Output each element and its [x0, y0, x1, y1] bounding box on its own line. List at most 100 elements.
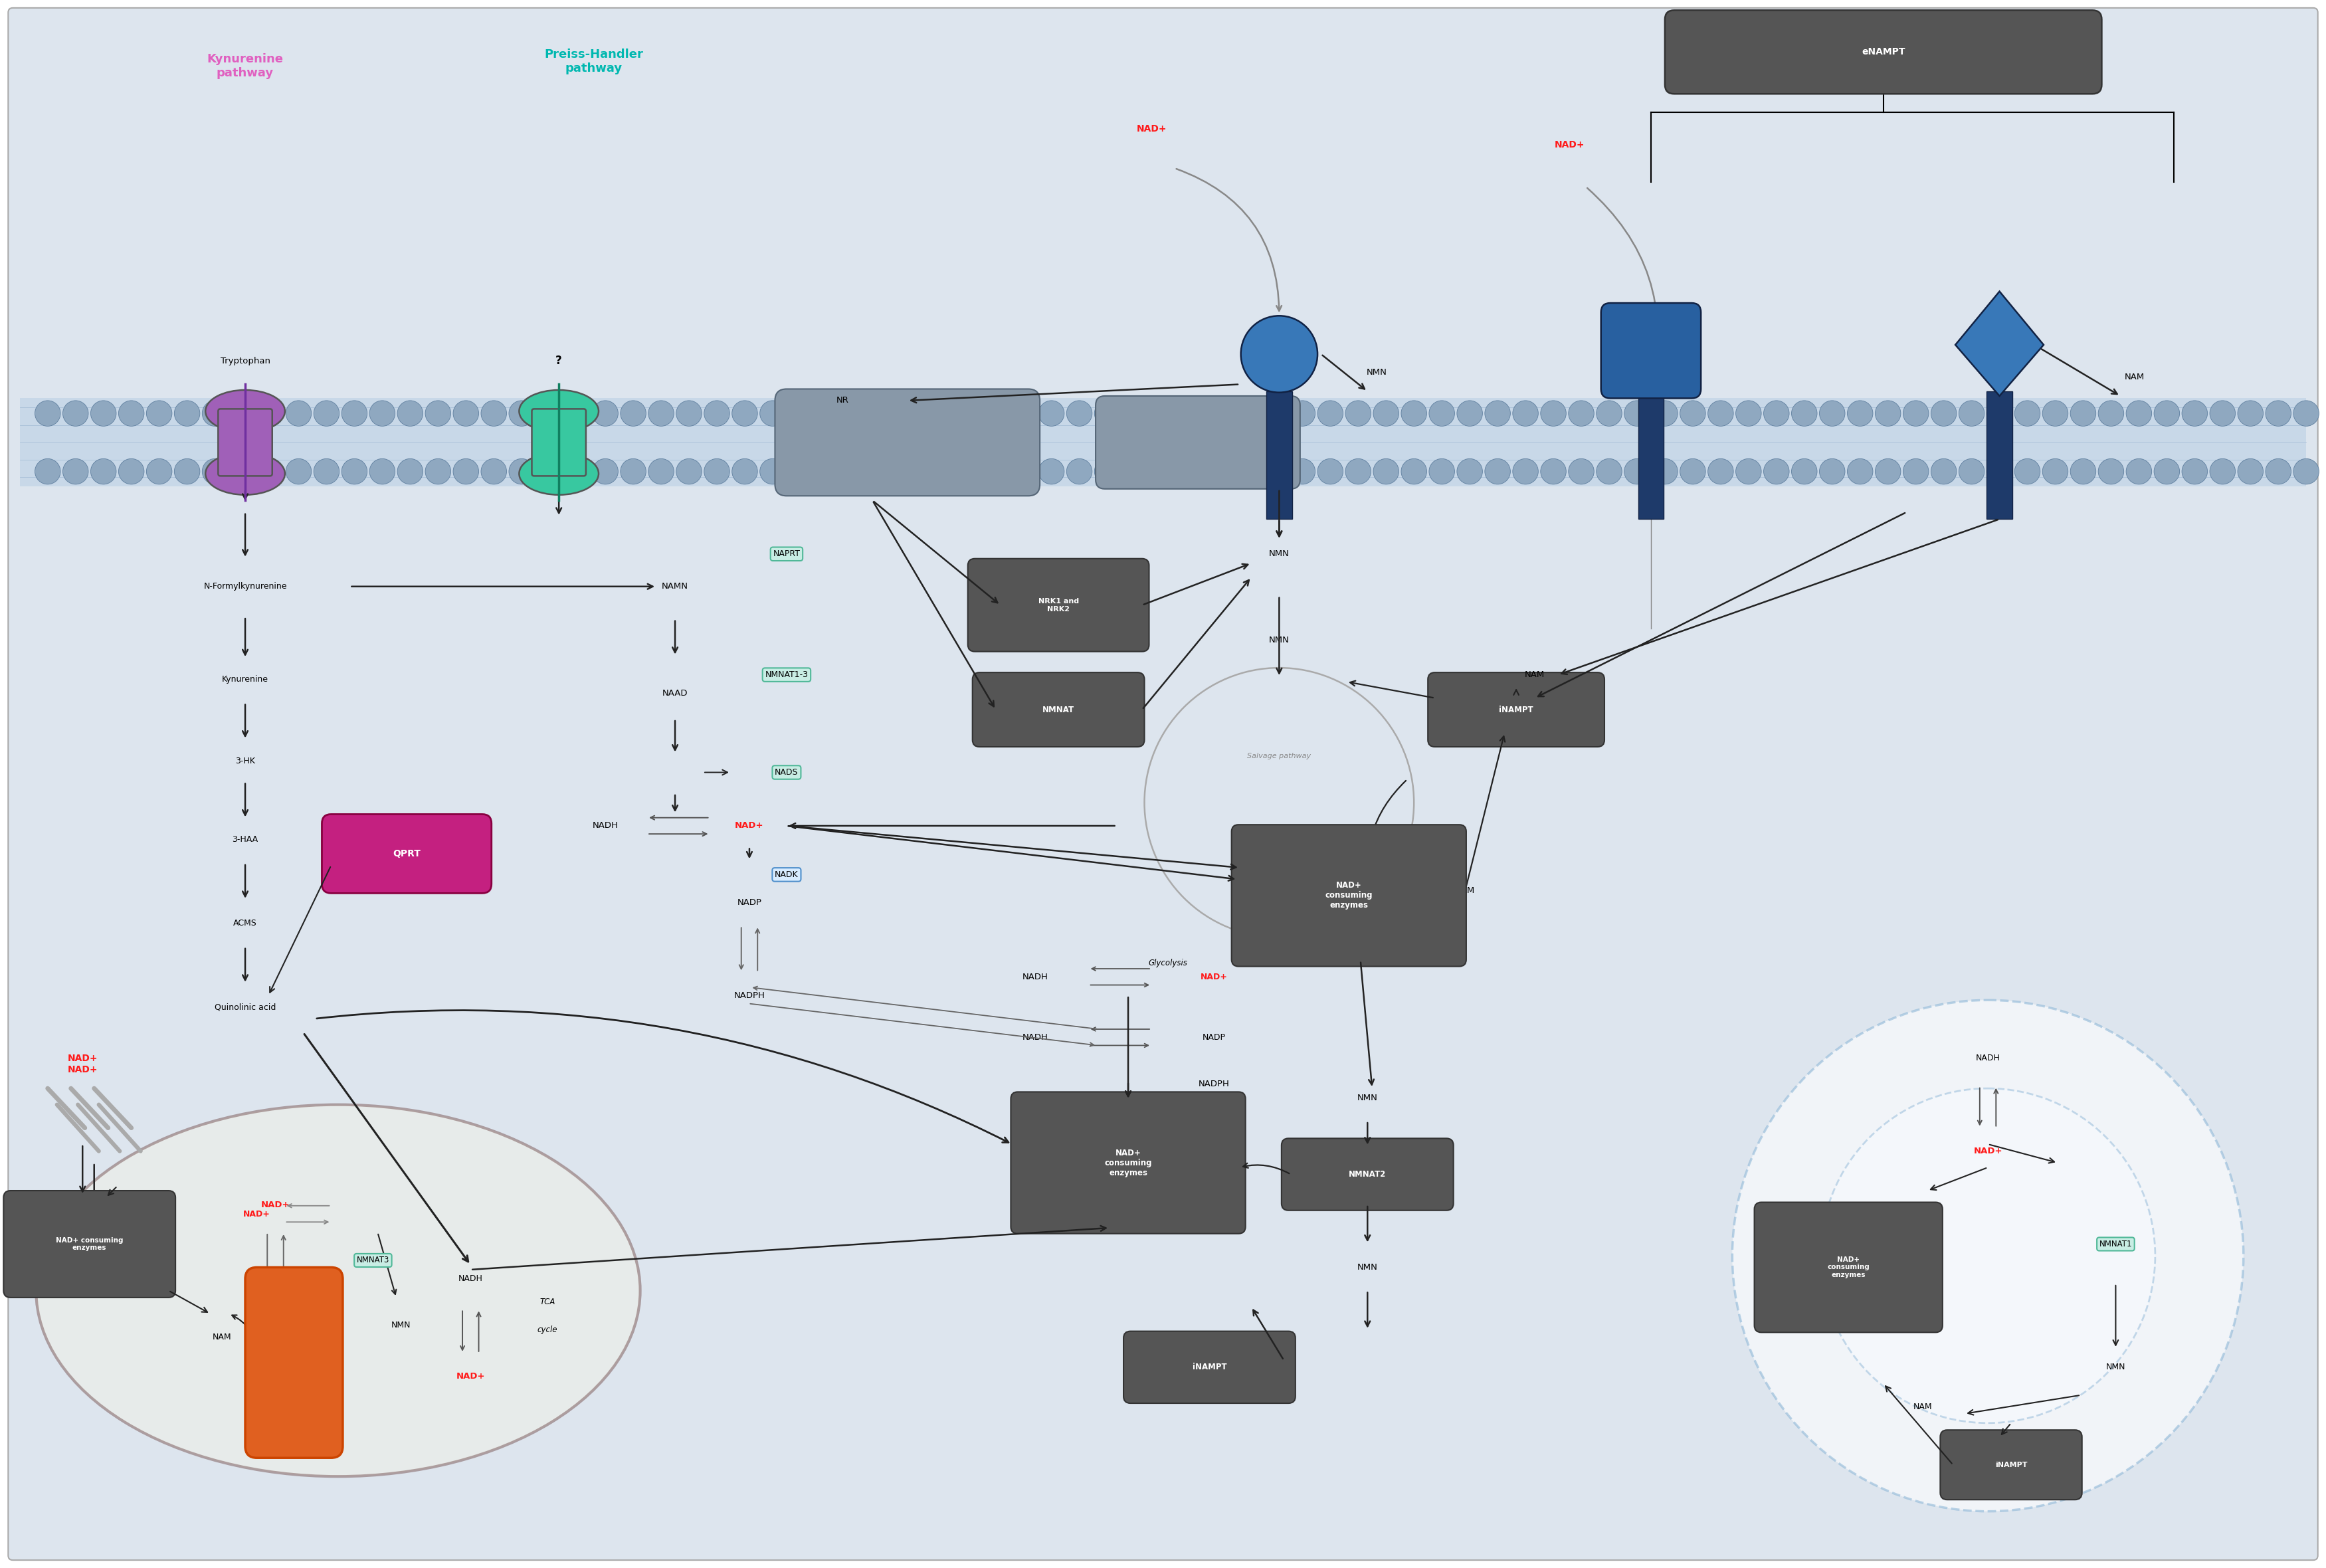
Circle shape	[1651, 400, 1677, 426]
Circle shape	[174, 400, 200, 426]
Text: NMNAT2: NMNAT2	[1349, 1170, 1386, 1179]
Circle shape	[1400, 400, 1426, 426]
Circle shape	[956, 459, 982, 485]
Text: NADH: NADH	[1023, 1033, 1049, 1041]
Text: NADH: NADH	[593, 822, 619, 829]
Circle shape	[91, 400, 116, 426]
Ellipse shape	[205, 453, 284, 495]
Text: QPRT: QPRT	[393, 848, 421, 858]
Circle shape	[1596, 400, 1621, 426]
Circle shape	[1821, 1088, 2156, 1424]
Circle shape	[1847, 400, 1872, 426]
FancyBboxPatch shape	[219, 409, 272, 477]
Circle shape	[900, 459, 926, 485]
Circle shape	[1651, 459, 1677, 485]
Bar	[21, 398, 2305, 486]
Circle shape	[2182, 459, 2207, 485]
FancyBboxPatch shape	[321, 814, 491, 894]
Circle shape	[2266, 400, 2291, 426]
Circle shape	[1931, 459, 1956, 485]
Circle shape	[1568, 459, 1593, 485]
Text: iNAMPT: iNAMPT	[1193, 1363, 1226, 1372]
Circle shape	[63, 459, 88, 485]
Circle shape	[816, 459, 842, 485]
Circle shape	[2070, 400, 2096, 426]
Circle shape	[481, 400, 507, 426]
Text: NAD+: NAD+	[67, 1054, 98, 1063]
Circle shape	[1707, 400, 1733, 426]
Text: ACMS: ACMS	[233, 919, 258, 928]
Circle shape	[872, 459, 898, 485]
Text: NAMN: NAMN	[663, 582, 688, 591]
Circle shape	[426, 400, 451, 426]
Text: NAD+
consuming
enzymes: NAD+ consuming enzymes	[1326, 881, 1372, 909]
Text: NMN: NMN	[1270, 550, 1289, 558]
Circle shape	[1012, 459, 1037, 485]
Circle shape	[1040, 459, 1065, 485]
Circle shape	[147, 459, 172, 485]
Circle shape	[621, 400, 647, 426]
Circle shape	[1456, 459, 1482, 485]
Circle shape	[1123, 459, 1149, 485]
Circle shape	[1151, 459, 1175, 485]
FancyBboxPatch shape	[775, 389, 1040, 495]
Circle shape	[1261, 400, 1286, 426]
Circle shape	[761, 459, 786, 485]
Circle shape	[509, 459, 535, 485]
Circle shape	[454, 459, 479, 485]
Ellipse shape	[519, 453, 598, 495]
Circle shape	[1096, 400, 1121, 426]
Text: ?: ?	[556, 354, 563, 367]
Circle shape	[1400, 459, 1426, 485]
Text: NAM: NAM	[212, 1333, 233, 1341]
Polygon shape	[1956, 292, 2045, 397]
Text: NADP: NADP	[1203, 1033, 1226, 1041]
Circle shape	[481, 459, 507, 485]
Circle shape	[649, 400, 675, 426]
Circle shape	[537, 459, 563, 485]
Text: NMNAT3: NMNAT3	[356, 1256, 388, 1265]
Circle shape	[789, 459, 814, 485]
Circle shape	[705, 400, 730, 426]
Circle shape	[1344, 459, 1370, 485]
Circle shape	[1791, 459, 1817, 485]
Circle shape	[258, 459, 284, 485]
Circle shape	[119, 459, 144, 485]
Circle shape	[1317, 400, 1342, 426]
Circle shape	[1012, 400, 1037, 426]
FancyBboxPatch shape	[1665, 11, 2103, 94]
Text: NAD+: NAD+	[735, 822, 763, 829]
Circle shape	[1763, 400, 1789, 426]
Text: 3-HAA: 3-HAA	[233, 836, 258, 844]
Bar	[1986, 392, 2012, 519]
Text: iNAMPT: iNAMPT	[1996, 1461, 2028, 1468]
Text: NAAD: NAAD	[663, 688, 688, 698]
Text: NAM: NAM	[2124, 373, 2145, 381]
Text: NR: NR	[835, 397, 849, 405]
Circle shape	[35, 400, 60, 426]
Circle shape	[1540, 459, 1565, 485]
Circle shape	[1903, 400, 1928, 426]
Text: NMN: NMN	[1270, 635, 1289, 644]
FancyBboxPatch shape	[1428, 673, 1605, 746]
Text: TCA: TCA	[540, 1298, 556, 1306]
Text: NADH: NADH	[1975, 1054, 2000, 1063]
Ellipse shape	[205, 390, 284, 433]
Circle shape	[2098, 459, 2124, 485]
Circle shape	[2014, 400, 2040, 426]
Circle shape	[370, 400, 395, 426]
Text: NADH: NADH	[458, 1275, 484, 1283]
Bar	[1265, 392, 1291, 519]
Circle shape	[1372, 459, 1398, 485]
Text: CD73: CD73	[1268, 351, 1291, 358]
Circle shape	[1068, 459, 1093, 485]
Circle shape	[1177, 400, 1203, 426]
Circle shape	[2014, 459, 2040, 485]
Circle shape	[1791, 400, 1817, 426]
Circle shape	[1875, 400, 1900, 426]
Circle shape	[928, 459, 954, 485]
Circle shape	[1068, 400, 1093, 426]
Circle shape	[677, 400, 702, 426]
Circle shape	[1177, 459, 1203, 485]
Text: CD38: CD38	[1640, 347, 1661, 353]
